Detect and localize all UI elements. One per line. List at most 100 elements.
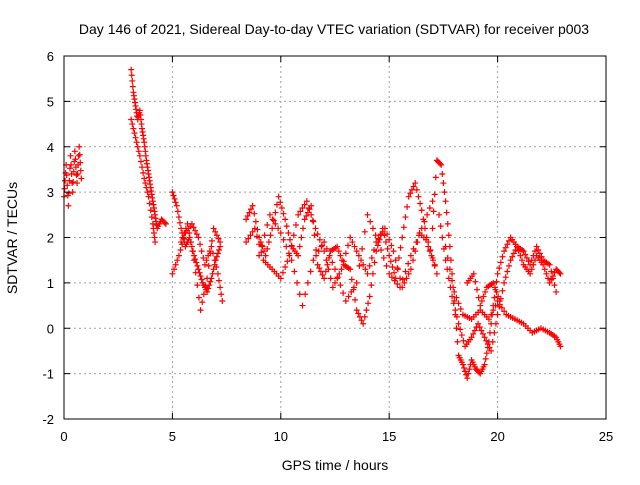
- data-point: [470, 270, 477, 277]
- data-point-interp: [493, 288, 500, 295]
- data-point-interp: [522, 251, 529, 258]
- data-point: [195, 234, 202, 241]
- data-point: [386, 252, 393, 259]
- data-point-interp: [413, 239, 420, 246]
- data-point-interp: [334, 274, 341, 281]
- data-point-interp: [452, 307, 459, 314]
- x-tick-label: 15: [382, 429, 396, 444]
- data-point: [442, 243, 449, 250]
- data-point: [173, 202, 180, 209]
- data-point-interp: [491, 284, 498, 291]
- data-point-interp: [382, 239, 389, 246]
- data-point-interp: [128, 72, 135, 79]
- y-tick-label: 2: [47, 231, 54, 246]
- data-point-interp: [272, 209, 279, 216]
- data-point-interp: [476, 324, 483, 331]
- data-point: [481, 334, 488, 341]
- data-point-interp: [283, 243, 290, 250]
- data-point-interp: [182, 225, 189, 232]
- data-point-interp: [504, 241, 511, 248]
- data-point-interp: [471, 327, 478, 334]
- data-point-interp: [489, 338, 496, 345]
- data-point-interp: [142, 180, 149, 187]
- data-point-interp: [170, 192, 177, 199]
- data-point-interp: [551, 282, 558, 289]
- data-point: [442, 198, 449, 205]
- data-point-interp: [139, 164, 146, 171]
- data-point-interp: [73, 172, 80, 179]
- data-point-interp: [177, 246, 184, 253]
- data-point-interp: [336, 270, 343, 277]
- data-point-interp: [389, 263, 396, 270]
- data-point-interp: [380, 254, 387, 261]
- data-point: [475, 320, 482, 327]
- data-point-interp: [258, 249, 265, 256]
- data-point: [455, 320, 462, 327]
- data-point-interp: [285, 250, 292, 257]
- data-point-interp: [369, 270, 376, 277]
- data-point-interp: [311, 232, 318, 239]
- data-point: [366, 293, 373, 300]
- data-point-interp: [505, 262, 512, 269]
- data-point-interp: [251, 210, 258, 217]
- data-point-interp: [432, 174, 439, 181]
- data-point-interp: [482, 288, 489, 295]
- data-point-interp: [174, 208, 181, 215]
- x-axis-label: GPS time / hours: [282, 457, 389, 473]
- data-point-interp: [198, 248, 205, 255]
- data-point-interp: [161, 219, 168, 226]
- data-point-interp: [258, 242, 265, 249]
- data-point-interp: [517, 252, 524, 259]
- data-point: [314, 261, 321, 268]
- data-point-interp: [65, 190, 72, 197]
- data-point-interp: [528, 266, 535, 273]
- data-point-interp: [313, 252, 320, 259]
- data-point-interp: [439, 170, 446, 177]
- data-point: [436, 211, 443, 218]
- y-tick-label: 1: [47, 276, 54, 291]
- data-point-interp: [202, 283, 209, 290]
- data-point: [277, 275, 284, 282]
- data-point: [381, 225, 388, 232]
- data-point-interp: [417, 200, 424, 207]
- data-point-interp: [348, 288, 355, 295]
- data-point-interp: [431, 191, 438, 198]
- data-point: [397, 284, 404, 291]
- data-point: [195, 266, 202, 273]
- data-point-interp: [366, 262, 373, 269]
- data-point-interp: [285, 229, 292, 236]
- data-point: [496, 298, 503, 305]
- data-point-interp: [144, 189, 151, 196]
- data-point: [266, 211, 273, 218]
- data-point-interp: [244, 212, 251, 219]
- data-point-interp: [497, 259, 504, 266]
- data-point: [204, 275, 211, 282]
- data-point-interp: [296, 243, 303, 250]
- data-point: [71, 148, 78, 155]
- data-point-interp: [61, 185, 68, 192]
- data-point-interp: [391, 269, 398, 276]
- data-point-interp: [217, 284, 224, 291]
- data-point-interp: [352, 296, 359, 303]
- data-point-interp: [502, 274, 509, 281]
- data-point-interp: [304, 279, 311, 286]
- data-point-interp: [216, 246, 223, 253]
- data-point-interp: [426, 205, 433, 212]
- data-point-interp: [143, 184, 150, 191]
- data-point-interp: [455, 300, 462, 307]
- data-point: [360, 320, 367, 327]
- data-point-interp: [192, 227, 199, 234]
- data-point-interp: [444, 220, 451, 227]
- data-point-interp: [247, 232, 254, 239]
- data-point-interp: [543, 270, 550, 277]
- data-point-interp: [391, 277, 398, 284]
- data-point-interp: [340, 258, 347, 265]
- data-point-interp: [483, 350, 490, 357]
- data-point-interp: [535, 246, 542, 253]
- data-point-interp: [353, 248, 360, 255]
- data-point: [485, 316, 492, 323]
- x-tick-label: 25: [599, 429, 613, 444]
- data-point-interp: [215, 235, 222, 242]
- data-point-interp: [70, 168, 77, 175]
- data-point: [407, 266, 414, 273]
